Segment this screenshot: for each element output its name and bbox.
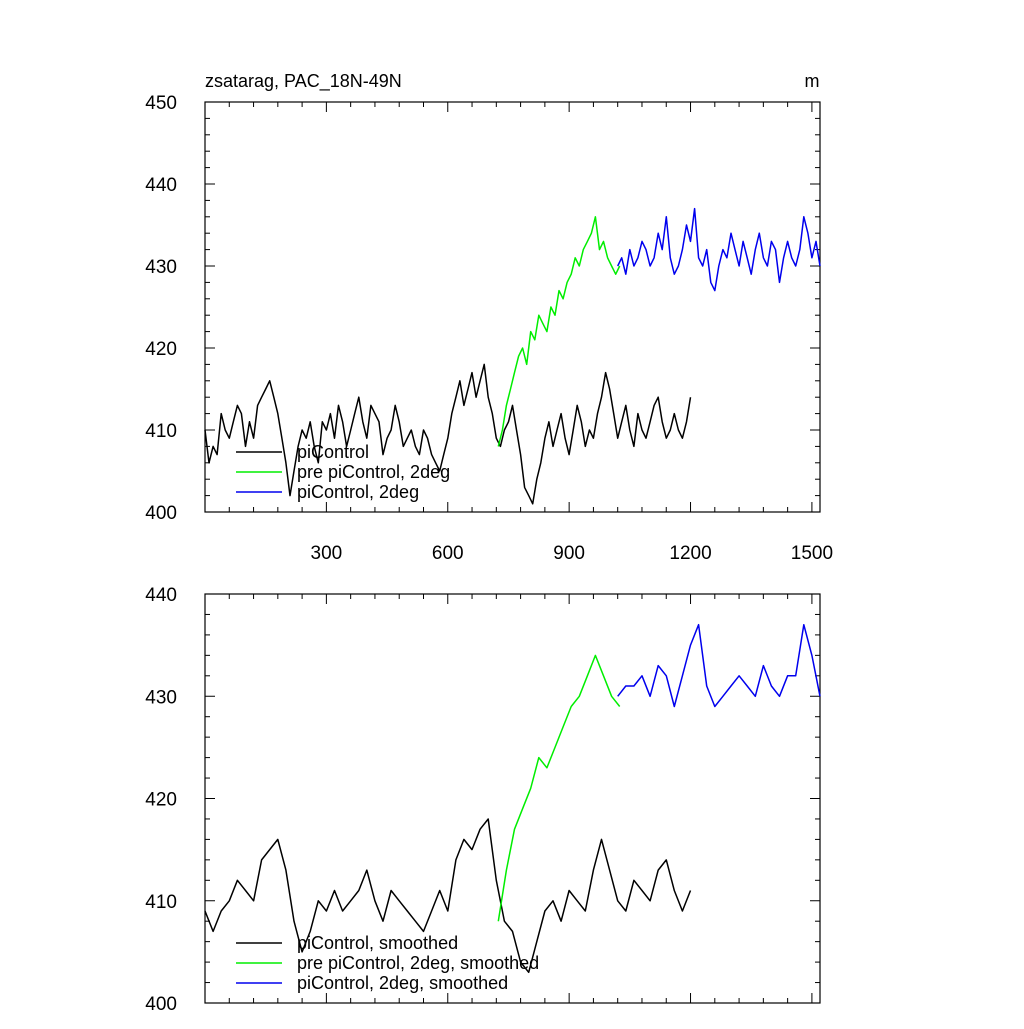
units-label: m [805,71,820,91]
y-tick-label: 440 [145,585,177,606]
series-line-2 [617,207,821,292]
series-line-1 [497,216,621,447]
y-tick-label: 400 [145,503,177,524]
x-tick-label: 1500 [791,543,833,564]
y-tick-label: 420 [145,339,177,360]
chart-title: zsatarag, PAC_18N-49N [205,71,402,92]
y-tick-label: 410 [145,421,177,442]
x-tick-label: 1200 [669,543,711,564]
legend-label-1: pre piControl, 2deg [297,462,450,482]
x-tick-label: 900 [553,543,585,564]
y-tick-label: 430 [145,687,177,708]
legend-label-2: piControl, 2deg [297,482,419,502]
series-line-0 [204,818,692,974]
y-tick-label: 430 [145,257,177,278]
y-tick-label: 450 [145,93,177,114]
y-tick-label: 400 [145,994,177,1015]
x-tick-label: 300 [311,543,343,564]
y-tick-label: 420 [145,790,177,811]
y-tick-label: 410 [145,892,177,913]
series-line-0 [204,363,692,505]
legend-label-2: piControl, 2deg, smoothed [297,973,508,993]
top-panel: 400 410 420 430 440 450 300 600 900 1200 1500 zsata… [145,71,833,564]
series-line-1 [497,654,621,922]
legend-label-1: pre piControl, 2deg, smoothed [297,953,539,973]
series-line-2 [617,623,821,708]
legend-label-0: piControl, smoothed [297,933,458,953]
x-tick-label: 600 [432,543,464,564]
y-tick-label: 440 [145,175,177,196]
plot-frame [204,101,821,513]
legend-label-0: piControl [297,442,369,462]
